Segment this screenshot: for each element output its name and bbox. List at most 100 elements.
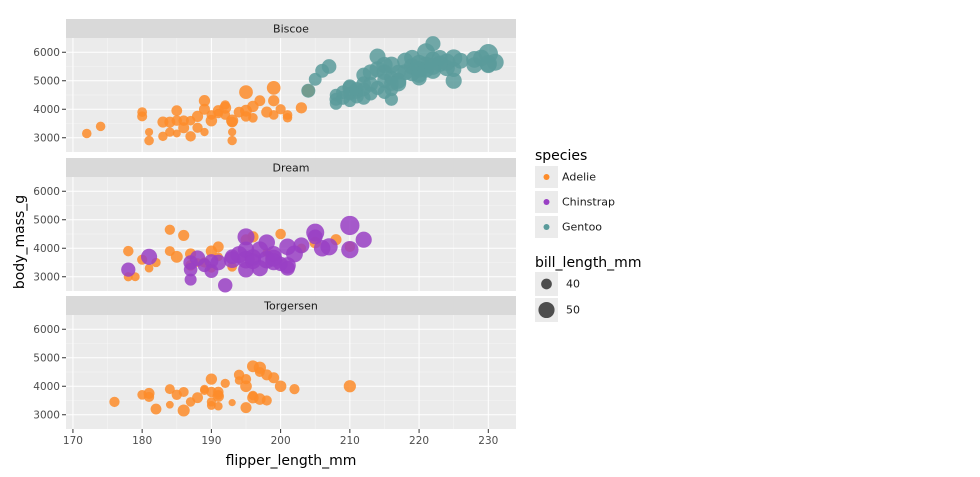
data-point-chinstrap xyxy=(184,273,197,286)
data-point-adelie xyxy=(220,378,230,389)
data-point-adelie xyxy=(295,102,308,114)
data-point-gentoo xyxy=(452,52,469,69)
data-point-gentoo xyxy=(321,59,337,74)
data-point-adelie xyxy=(247,391,259,404)
data-point-gentoo xyxy=(384,76,399,91)
data-point-adelie xyxy=(178,229,190,242)
data-point-adelie xyxy=(164,384,175,395)
x-tick-label: 200 xyxy=(271,435,291,447)
y-tick-label: 3000 xyxy=(33,132,60,144)
data-point-adelie xyxy=(205,373,218,385)
facet-panel-torgersen: Torgersen 3000 4000 5000 6000 xyxy=(33,296,516,429)
data-point-adelie xyxy=(240,402,252,414)
legend-size-marker xyxy=(538,301,555,319)
data-point-chinstrap xyxy=(218,278,233,293)
data-point-adelie xyxy=(192,392,203,404)
data-point-adelie xyxy=(82,128,92,139)
data-point-adelie xyxy=(177,404,190,417)
series-adelie xyxy=(82,81,315,146)
data-point-adelie xyxy=(282,110,293,120)
data-point-adelie xyxy=(109,396,120,408)
data-point-adelie xyxy=(261,395,272,406)
x-axis: 170 180 190 200 210 220 230 xyxy=(63,429,498,447)
data-point-adelie xyxy=(123,245,134,257)
data-point-adelie xyxy=(165,127,175,137)
y-tick-label: 4000 xyxy=(33,243,60,255)
y-tick-label: 3000 xyxy=(33,409,60,421)
y-axis-title: body_mass_g xyxy=(12,195,28,289)
data-point-chinstrap xyxy=(320,238,338,256)
data-point-gentoo xyxy=(445,72,462,89)
data-point-adelie xyxy=(192,122,203,133)
data-point-adelie xyxy=(289,384,300,395)
data-point-adelie xyxy=(144,135,154,146)
data-point-adelie xyxy=(268,372,280,384)
facet-strip-label: Biscoe xyxy=(273,23,309,36)
data-point-adelie xyxy=(239,85,253,100)
data-point-adelie xyxy=(212,241,224,253)
data-point-adelie xyxy=(268,110,279,120)
data-point-adelie xyxy=(219,101,232,114)
data-point-adelie xyxy=(185,131,196,142)
legend-size-marker xyxy=(541,278,552,290)
data-point-adelie xyxy=(200,127,209,137)
x-axis-title: flipper_length_mm xyxy=(226,453,357,469)
data-point-adelie xyxy=(171,105,183,117)
data-point-chinstrap xyxy=(340,215,360,236)
data-point-adelie xyxy=(343,380,356,393)
y-tick-label: 3000 xyxy=(33,271,60,283)
data-point-adelie xyxy=(205,114,218,127)
x-tick-label: 170 xyxy=(63,435,83,447)
data-point-chinstrap xyxy=(121,262,136,277)
y-tick-label: 4000 xyxy=(33,104,60,116)
data-point-adelie xyxy=(228,399,236,407)
data-point-adelie xyxy=(191,110,204,122)
legend-size-label: 40 xyxy=(566,278,580,291)
data-point-adelie xyxy=(165,400,174,409)
x-tick-label: 180 xyxy=(132,435,152,447)
legend-swatch-gentoo xyxy=(543,224,550,230)
data-point-adelie xyxy=(143,387,155,399)
data-point-chinstrap xyxy=(265,253,283,271)
data-point-adelie xyxy=(170,250,183,263)
data-point-chinstrap xyxy=(237,228,255,246)
y-tick-label: 6000 xyxy=(33,324,60,336)
data-point-chinstrap xyxy=(141,248,158,265)
data-point-adelie xyxy=(164,224,175,235)
data-point-chinstrap xyxy=(355,231,372,248)
x-tick-label: 230 xyxy=(478,435,498,447)
data-point-chinstrap xyxy=(293,237,310,254)
data-point-adelie xyxy=(144,127,154,137)
data-point-adelie xyxy=(178,386,189,397)
data-point-chinstrap xyxy=(210,254,227,271)
series-chinstrap xyxy=(121,215,372,293)
data-point-adelie xyxy=(200,384,209,394)
facet-strip-label: Dream xyxy=(273,162,310,175)
data-point-chinstrap xyxy=(341,241,359,259)
facet-panel-dream: Dream 3000 4000 5000 6000 xyxy=(33,158,516,293)
data-point-adelie xyxy=(228,127,237,137)
data-point-adelie xyxy=(213,401,223,411)
data-point-adelie xyxy=(275,228,286,240)
data-point-adelie xyxy=(144,263,154,273)
data-point-gentoo xyxy=(301,83,316,98)
data-point-adelie xyxy=(198,103,210,115)
data-point-adelie xyxy=(266,81,281,95)
legend-label-adelie: Adelie xyxy=(562,171,596,184)
data-point-adelie xyxy=(158,131,168,142)
y-tick-label: 6000 xyxy=(33,186,60,198)
data-point-adelie xyxy=(275,104,286,115)
facet-strip-label: Torgersen xyxy=(263,300,318,313)
legend: species Adelie Chinstrap Gentoo bill_lengt… xyxy=(535,148,641,322)
data-point-gentoo xyxy=(384,92,398,106)
data-point-adelie xyxy=(248,113,258,123)
x-tick-label: 190 xyxy=(201,435,221,447)
x-tick-label: 220 xyxy=(409,435,429,447)
data-point-adelie xyxy=(268,95,280,107)
data-point-adelie xyxy=(172,129,181,138)
data-point-adelie xyxy=(206,401,216,410)
y-tick-label: 4000 xyxy=(33,381,60,393)
series-adelie xyxy=(109,360,356,417)
data-point-adelie xyxy=(274,380,287,393)
